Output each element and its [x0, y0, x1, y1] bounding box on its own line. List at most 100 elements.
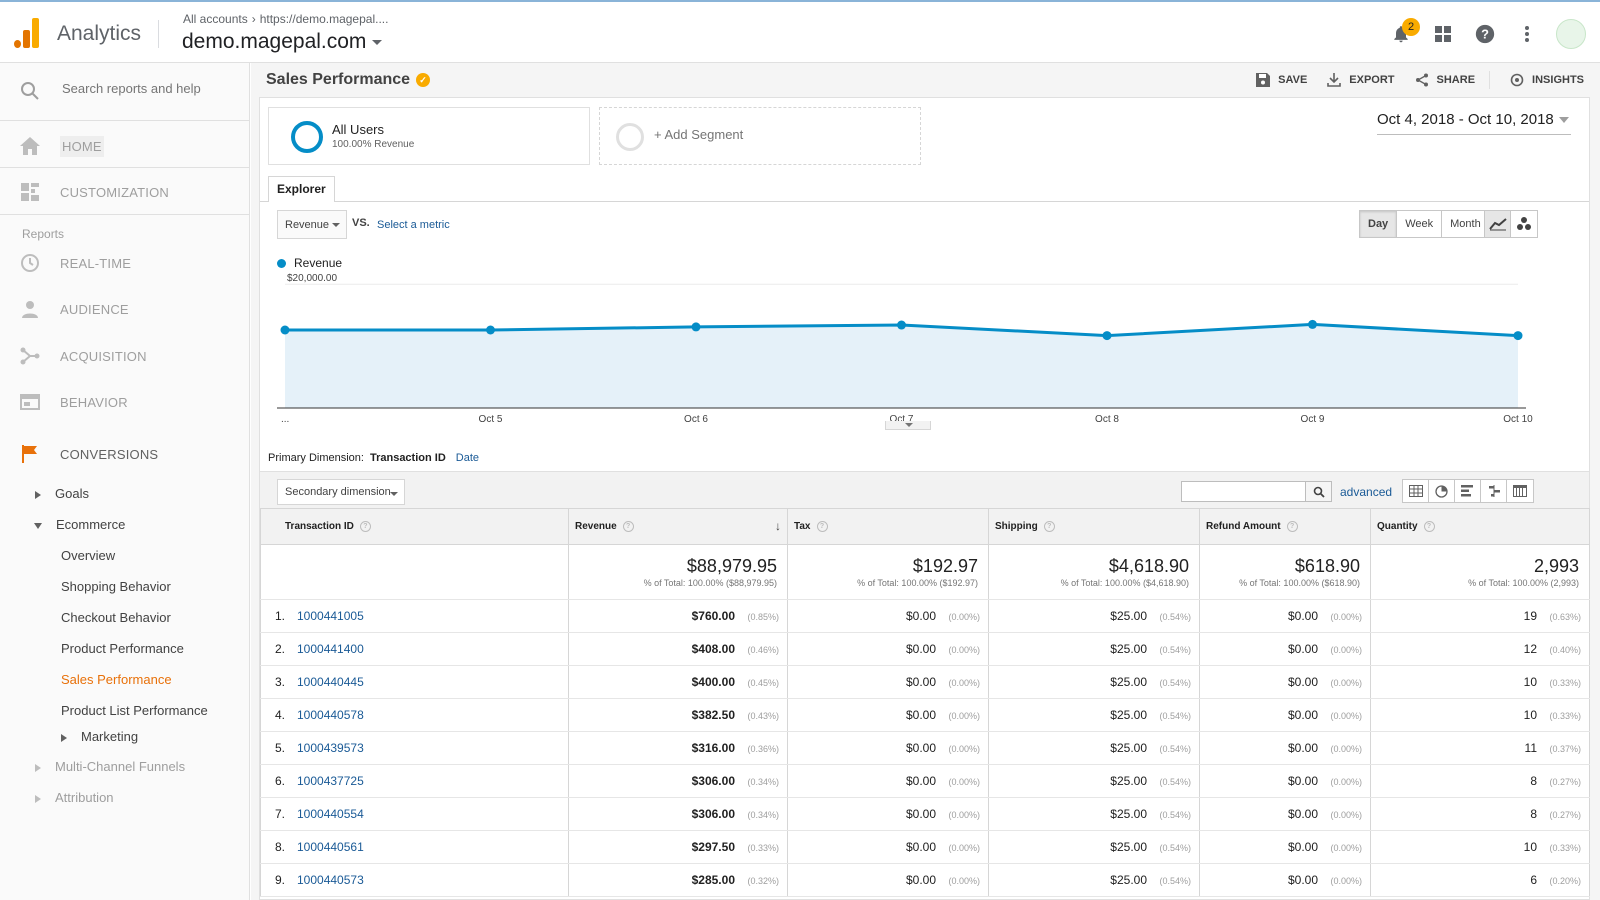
breadcrumb[interactable]: All accounts › https://demo.magepal.... [183, 12, 388, 26]
sidebar-item-shopping-behavior[interactable]: Shopping Behavior [61, 579, 171, 594]
sidebar-item-sales-performance[interactable]: Sales Performance [61, 672, 172, 687]
transaction-id-link[interactable]: 1000440554 [297, 807, 364, 821]
help-icon[interactable]: ? [1043, 520, 1055, 532]
help-icon[interactable]: ? [816, 520, 828, 532]
collapse-chart-button[interactable] [885, 421, 931, 430]
column-header-quantity[interactable]: Quantity? [1370, 508, 1590, 545]
table-search-input[interactable] [1181, 481, 1331, 502]
column-header-revenue[interactable]: Revenue? ↓ [568, 508, 788, 545]
help-button[interactable]: ? [1464, 16, 1506, 52]
caret-down-icon [1559, 117, 1569, 123]
metric-cell: $0.00 (0.00%) [787, 830, 989, 864]
segment-all-users[interactable]: All Users 100.00% Revenue [268, 107, 590, 165]
table-row: 8. 1000440561 $297.50 (0.33%) $0.00 (0.00%) $2… [260, 830, 1590, 864]
granularity-day-button[interactable]: Day [1360, 211, 1398, 237]
help-icon[interactable]: ? [359, 520, 371, 532]
cell-percent: (0.54%) [1159, 777, 1191, 787]
cell-value: 8 [1530, 807, 1537, 821]
sidebar-item-product-list-performance[interactable]: Product List Performance [61, 703, 208, 718]
sidebar-item-label: Attribution [55, 790, 114, 805]
breadcrumb-property-url[interactable]: https://demo.magepal.... [259, 12, 389, 26]
line-chart-button[interactable] [1485, 211, 1511, 237]
transaction-id-link[interactable]: 1000440578 [297, 708, 364, 722]
sidebar-item-ecommerce[interactable]: Ecommerce [34, 517, 125, 532]
secondary-dimension-dropdown[interactable]: Secondary dimension [277, 479, 405, 505]
notifications-button[interactable]: 2 [1380, 16, 1422, 52]
add-segment-button[interactable]: + Add Segment [599, 107, 921, 165]
transaction-id-link[interactable]: 1000439573 [297, 741, 364, 755]
divider [1489, 71, 1491, 89]
sidebar-item-conversions[interactable]: CONVERSIONS [0, 431, 250, 477]
save-button[interactable]: SAVE [1256, 73, 1307, 87]
primary-dimension-active[interactable]: Transaction ID [369, 452, 446, 464]
comparison-view-button[interactable] [1481, 480, 1507, 502]
data-point [897, 320, 906, 330]
column-header-refund-amount[interactable]: Refund Amount? [1199, 508, 1371, 545]
advanced-filter-link[interactable]: advanced [1340, 485, 1393, 499]
tab-explorer[interactable]: Explorer [268, 176, 335, 202]
column-header-tax[interactable]: Tax? [787, 508, 989, 545]
percentage-view-button[interactable] [1429, 480, 1455, 502]
help-icon[interactable]: ? [622, 520, 634, 532]
sidebar-item-product-performance[interactable]: Product Performance [61, 641, 184, 656]
motion-chart-button[interactable] [1511, 211, 1537, 237]
sidebar-item-acquisition[interactable]: ACQUISITION [0, 333, 250, 379]
column-header-shipping[interactable]: Shipping? [988, 508, 1200, 545]
help-icon[interactable]: ? [1286, 520, 1298, 532]
metric-cell: 8 (0.27%) [1370, 797, 1590, 831]
column-label: Shipping [995, 521, 1038, 533]
sort-descending-icon: ↓ [775, 519, 781, 533]
transaction-id-link[interactable]: 1000440573 [297, 873, 364, 887]
cell-value: $25.00 [1110, 873, 1147, 887]
cell-percent: (0.33%) [1549, 678, 1581, 688]
metric-cell: $285.00 (0.32%) [568, 863, 788, 897]
sidebar-item-overview[interactable]: Overview [61, 548, 116, 563]
transaction-id-link[interactable]: 1000441005 [297, 609, 364, 623]
column-header-transaction-id[interactable]: Transaction ID? [260, 508, 569, 545]
sidebar-item-goals[interactable]: Goals [35, 486, 89, 501]
sidebar-item-multi-channel-funnels[interactable]: Multi-Channel Funnels [35, 759, 185, 774]
property-selector[interactable]: demo.magepal.com [182, 30, 383, 54]
data-view-button[interactable] [1403, 480, 1429, 502]
pivot-view-button[interactable] [1507, 480, 1533, 502]
sidebar-item-home[interactable]: HOME [0, 123, 250, 169]
transaction-id-link[interactable]: 1000441400 [297, 642, 364, 656]
share-button[interactable]: SHARE [1415, 73, 1475, 87]
total-percent: % of Total: 100.00% ($192.97) [857, 578, 978, 588]
primary-dimension-date-link[interactable]: Date [455, 452, 480, 464]
more-options-button[interactable] [1506, 16, 1548, 52]
analytics-logo-icon[interactable] [12, 16, 42, 48]
granularity-month-button[interactable]: Month [1442, 211, 1489, 237]
insights-button[interactable]: INSIGHTS [1510, 73, 1584, 87]
sidebar-item-marketing[interactable]: Marketing [61, 729, 138, 744]
granularity-week-button[interactable]: Week [1397, 211, 1443, 237]
performance-view-button[interactable] [1455, 480, 1481, 502]
x-tick-label: Oct 7 [890, 414, 914, 425]
insights-label: INSIGHTS [1532, 74, 1584, 86]
help-icon[interactable]: ? [1423, 520, 1435, 532]
sidebar-item-audience[interactable]: AUDIENCE [0, 286, 250, 332]
transaction-id-link[interactable]: 1000437725 [297, 774, 364, 788]
sidebar-search-input[interactable] [62, 81, 232, 96]
date-range-picker[interactable]: Oct 4, 2018 - Oct 10, 2018 [1377, 111, 1571, 135]
metric-selector[interactable]: Revenue [277, 210, 347, 239]
select-metric-link[interactable]: Select a metric [377, 219, 450, 231]
cell-percent: (0.00%) [948, 744, 980, 754]
table-search-button[interactable] [1305, 481, 1332, 502]
sidebar-item-customization[interactable]: CUSTOMIZATION [0, 169, 250, 215]
sidebar-item-attribution[interactable]: Attribution [35, 790, 114, 805]
sidebar-item-realtime[interactable]: REAL-TIME [0, 240, 250, 286]
sidebar-item-behavior[interactable]: BEHAVIOR [0, 379, 250, 425]
sidebar-item-checkout-behavior[interactable]: Checkout Behavior [61, 610, 171, 625]
breadcrumb-accounts[interactable]: All accounts [183, 12, 248, 26]
metric-cell: 10 (0.33%) [1370, 698, 1590, 732]
export-button[interactable]: EXPORT [1327, 73, 1395, 87]
account-avatar[interactable] [1556, 19, 1586, 49]
transaction-id-link[interactable]: 1000440445 [297, 675, 364, 689]
sidebar-item-label: Goals [55, 486, 89, 501]
transaction-id-link[interactable]: 1000440561 [297, 840, 364, 854]
apps-button[interactable] [1422, 16, 1464, 52]
app-name[interactable]: Analytics [57, 22, 142, 45]
cell-percent: (0.00%) [948, 678, 980, 688]
